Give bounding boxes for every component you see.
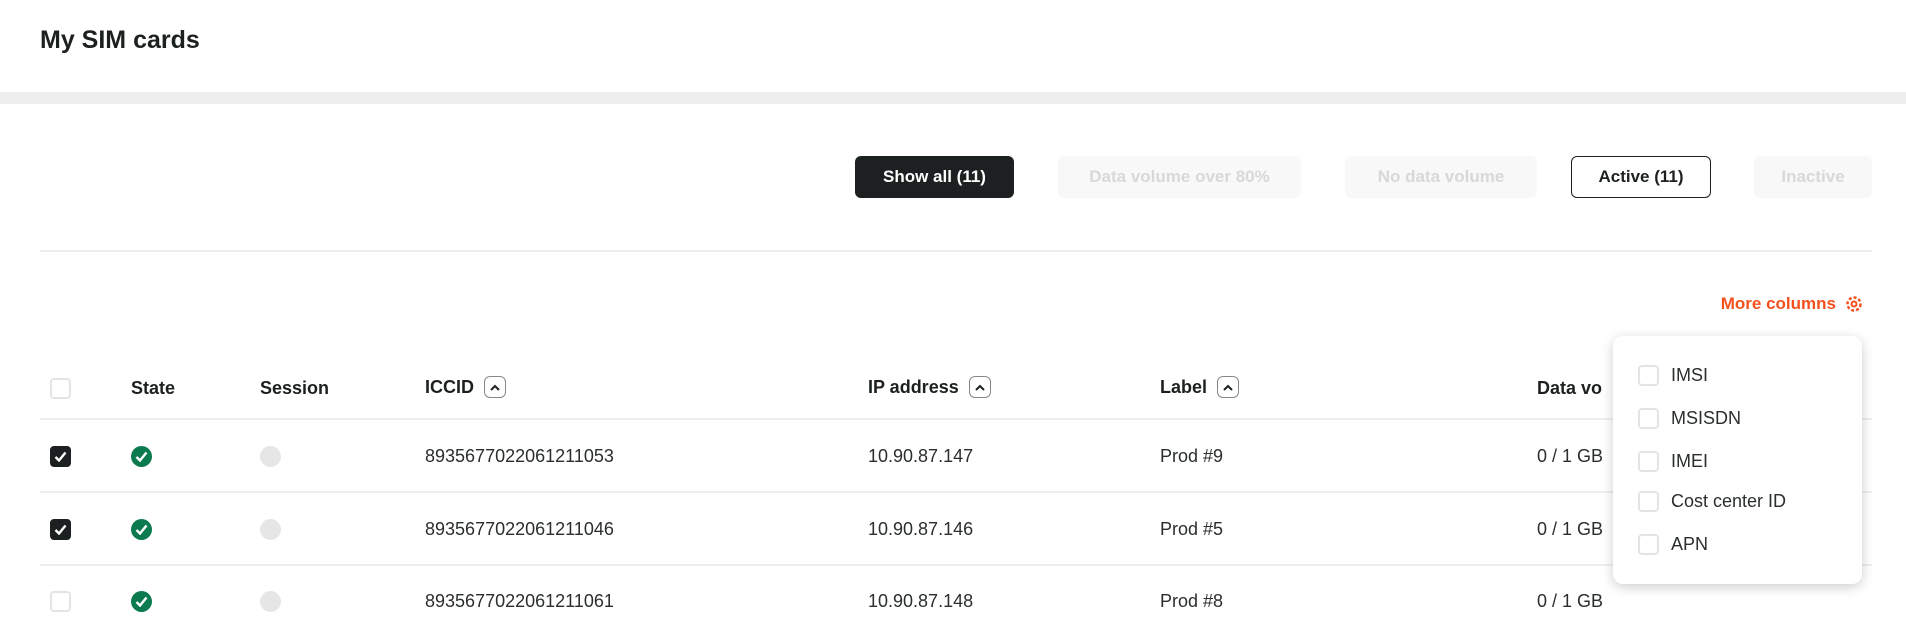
column-option-checkbox[interactable] — [1638, 491, 1659, 512]
session-inactive-icon — [260, 519, 281, 540]
row-checkbox[interactable] — [50, 591, 71, 612]
column-option-checkbox[interactable] — [1638, 534, 1659, 555]
check-icon — [135, 524, 148, 535]
row-checkbox[interactable] — [50, 519, 71, 540]
cell-ip-address: 10.90.87.148 — [868, 591, 974, 611]
check-icon — [54, 524, 67, 535]
cell-iccid: 8935677022061211053 — [425, 446, 614, 466]
column-option-checkbox[interactable] — [1638, 451, 1659, 472]
cell-label: Prod #8 — [1160, 591, 1224, 611]
header-label: Label — [1160, 376, 1240, 398]
row-checkbox[interactable] — [50, 446, 71, 467]
column-option-checkbox[interactable] — [1638, 408, 1659, 429]
header-ip-address: IP address — [868, 376, 991, 398]
header-divider — [0, 92, 1906, 104]
cell-label: Prod #5 — [1160, 519, 1224, 539]
column-option-label: Cost center ID — [1671, 491, 1787, 511]
cell-data-volume: 0 / 1 GB — [1537, 519, 1604, 539]
more-columns-button[interactable]: More columns — [1721, 294, 1864, 314]
state-active-icon — [131, 591, 152, 612]
filter-data-volume-over-80[interactable]: Data volume over 80% — [1058, 156, 1301, 198]
session-inactive-icon — [260, 446, 281, 467]
state-active-icon — [131, 519, 152, 540]
filter-inactive[interactable]: Inactive — [1754, 156, 1872, 198]
filter-show-all[interactable]: Show all (11) — [855, 156, 1014, 198]
select-all-checkbox[interactable] — [50, 378, 71, 399]
column-option-label: IMSI — [1671, 365, 1709, 385]
page-title: My SIM cards — [40, 26, 200, 54]
chevron-up-icon[interactable] — [1217, 376, 1240, 398]
filter-no-data-volume[interactable]: No data volume — [1345, 156, 1537, 198]
header-iccid: ICCID — [425, 376, 506, 398]
cell-iccid: 8935677022061211061 — [425, 591, 614, 611]
state-active-icon — [131, 446, 152, 467]
header-iccid-label: ICCID — [425, 376, 474, 397]
row-divider — [40, 418, 1872, 420]
header-session: Session — [260, 378, 330, 398]
check-icon — [135, 596, 148, 607]
cell-iccid: 8935677022061211046 — [425, 519, 614, 539]
cell-ip-address: 10.90.87.147 — [868, 446, 974, 466]
check-icon — [135, 451, 148, 462]
column-option-label: MSISDN — [1671, 408, 1742, 428]
column-option-checkbox[interactable] — [1638, 365, 1659, 386]
column-option[interactable]: MSISDN — [1638, 408, 1741, 429]
header-ip-label: IP address — [868, 376, 959, 397]
cell-ip-address: 10.90.87.146 — [868, 519, 974, 539]
column-option-label: IMEI — [1671, 451, 1709, 471]
column-option-label: APN — [1671, 534, 1709, 554]
header-state: State — [131, 378, 176, 398]
cell-data-volume: 0 / 1 GB — [1537, 591, 1604, 611]
cell-data-volume: 0 / 1 GB — [1537, 446, 1604, 466]
divider — [40, 250, 1872, 252]
chevron-up-icon[interactable] — [968, 376, 991, 398]
chevron-up-icon[interactable] — [484, 376, 506, 398]
column-option[interactable]: IMSI — [1638, 365, 1708, 386]
more-columns-dropdown: IMSI MSISDN IMEI Cost center ID APN — [1613, 336, 1862, 584]
session-inactive-icon — [260, 591, 281, 612]
header-data-volume: Data vo — [1537, 378, 1603, 398]
row-divider — [40, 491, 1872, 493]
check-icon — [54, 451, 67, 462]
cell-label: Prod #9 — [1160, 446, 1224, 466]
column-option[interactable]: APN — [1638, 534, 1708, 555]
gear-icon — [1846, 296, 1862, 312]
header-label-label: Label — [1160, 376, 1208, 397]
column-option[interactable]: Cost center ID — [1638, 491, 1786, 512]
more-columns-label: More columns — [1720, 294, 1836, 313]
column-option[interactable]: IMEI — [1638, 451, 1708, 472]
filter-active[interactable]: Active (11) — [1571, 156, 1711, 198]
row-divider — [40, 564, 1872, 566]
